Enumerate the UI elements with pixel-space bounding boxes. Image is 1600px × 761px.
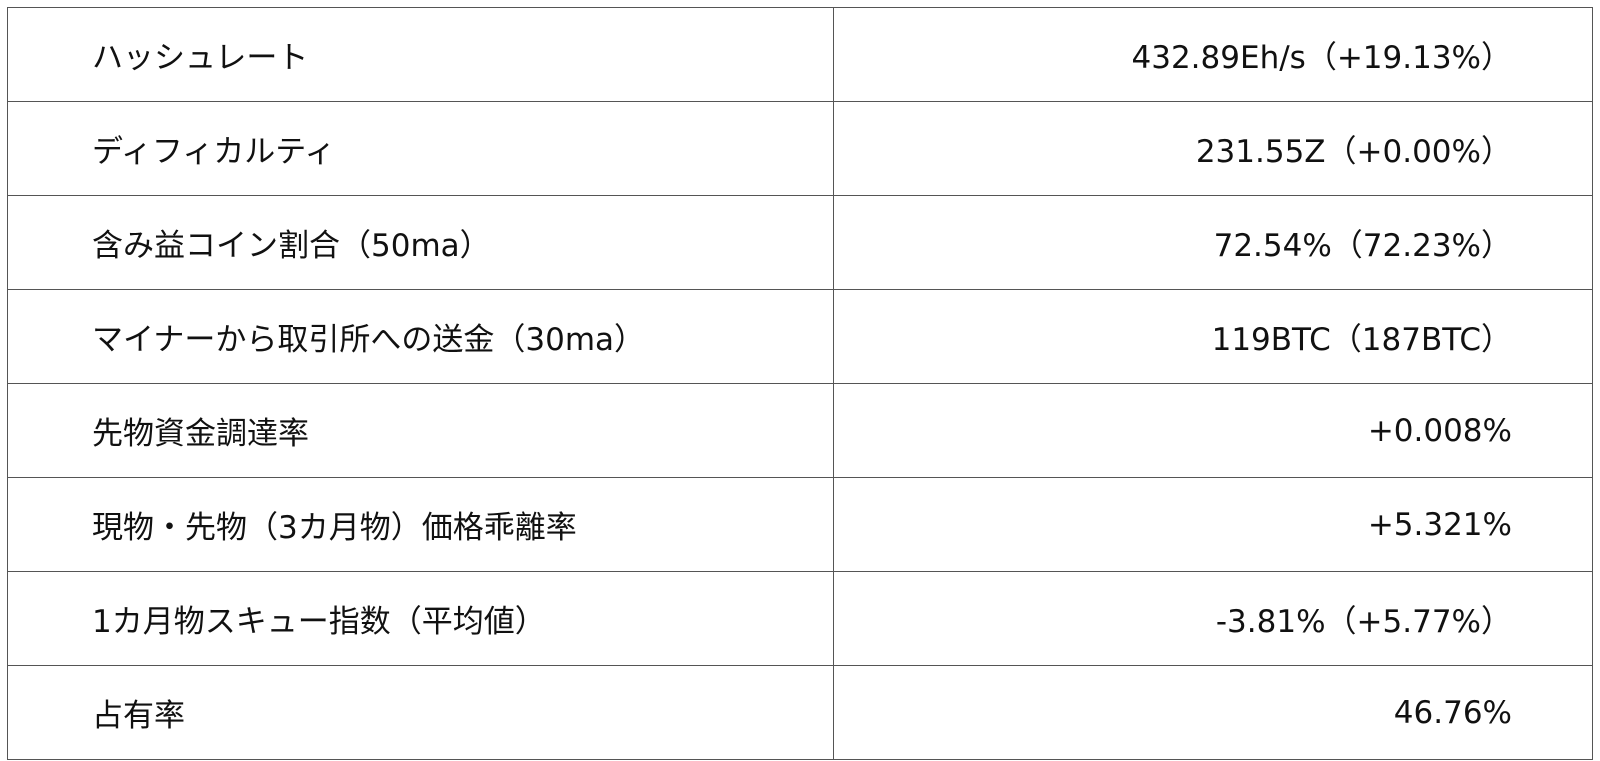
metric-value: 119BTC（187BTC） <box>833 289 1593 384</box>
table-row: 含み益コイン割合（50ma） 72.54%（72.23%） <box>7 195 1593 290</box>
metric-label: 先物資金調達率 <box>7 383 834 478</box>
metric-value: 46.76% <box>833 665 1593 760</box>
metric-label: 1カ月物スキュー指数（平均値） <box>7 571 834 666</box>
table-row: 現物・先物（3カ月物）価格乖離率 +5.321% <box>7 477 1593 572</box>
metric-label: マイナーから取引所への送金（30ma） <box>7 289 834 384</box>
metric-value: +0.008% <box>833 383 1593 478</box>
table-row: 1カ月物スキュー指数（平均値） -3.81%（+5.77%） <box>7 571 1593 666</box>
metric-label: 含み益コイン割合（50ma） <box>7 195 834 290</box>
table-row: ハッシュレート 432.89Eh/s（+19.13%） <box>7 7 1593 102</box>
metric-label: 占有率 <box>7 665 834 760</box>
table-row: 占有率 46.76% <box>7 665 1593 760</box>
metric-value: 432.89Eh/s（+19.13%） <box>833 7 1593 102</box>
metric-label: 現物・先物（3カ月物）価格乖離率 <box>7 477 834 572</box>
metric-value: 72.54%（72.23%） <box>833 195 1593 290</box>
metric-label: ハッシュレート <box>7 7 834 102</box>
metric-value: 231.55Z（+0.00%） <box>833 101 1593 196</box>
metric-value: +5.321% <box>833 477 1593 572</box>
table-row: 先物資金調達率 +0.008% <box>7 383 1593 478</box>
metric-label: ディフィカルティ <box>7 101 834 196</box>
table-row: ディフィカルティ 231.55Z（+0.00%） <box>7 101 1593 196</box>
metrics-table: ハッシュレート 432.89Eh/s（+19.13%） ディフィカルティ 231.55… <box>7 7 1593 760</box>
metric-value: -3.81%（+5.77%） <box>833 571 1593 666</box>
table-row: マイナーから取引所への送金（30ma） 119BTC（187BTC） <box>7 289 1593 384</box>
